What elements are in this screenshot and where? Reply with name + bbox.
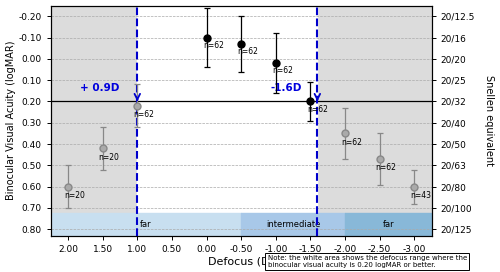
Text: far: far [140, 220, 152, 229]
Text: n=62: n=62 [238, 47, 258, 56]
Text: -1.6D: -1.6D [270, 83, 302, 92]
Bar [318, 5, 432, 236]
Text: n=43: n=43 [410, 191, 431, 200]
Text: Note: the white area shows the defocus range where the
binocular visual acuity i: Note: the white area shows the defocus r… [268, 255, 467, 268]
Text: far: far [382, 220, 394, 229]
Text: n=62: n=62 [133, 110, 154, 119]
Bar [138, 5, 318, 236]
Text: + 0.9D: + 0.9D [80, 83, 119, 92]
Text: n=62: n=62 [341, 138, 362, 147]
Y-axis label: Snellen equivalent: Snellen equivalent [484, 75, 494, 166]
Text: n=62: n=62 [376, 163, 396, 172]
Bar [50, 5, 138, 236]
Text: intermediate: intermediate [266, 220, 320, 229]
Text: n=62: n=62 [307, 105, 328, 114]
Text: n=20: n=20 [64, 191, 85, 200]
Text: n=62: n=62 [272, 66, 293, 75]
Y-axis label: Binocular Visual Acuity (logMAR): Binocular Visual Acuity (logMAR) [6, 41, 16, 200]
Text: n=62: n=62 [203, 41, 224, 50]
X-axis label: Defocus (D): Defocus (D) [208, 256, 274, 267]
Text: n=20: n=20 [98, 153, 119, 162]
